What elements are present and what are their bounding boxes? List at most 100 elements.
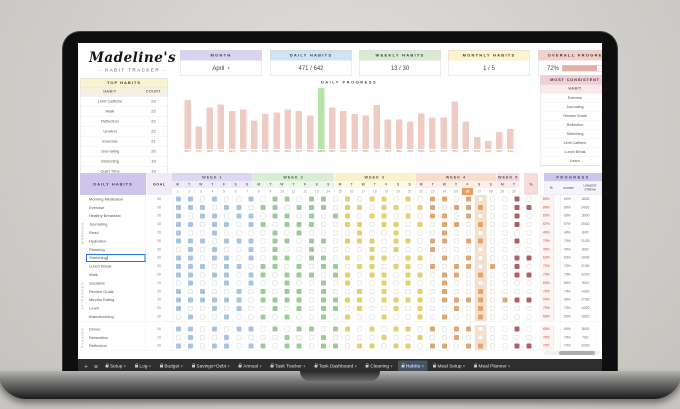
- habit-checkbox[interactable]: [430, 281, 435, 286]
- habit-day-cell[interactable]: [306, 262, 318, 270]
- habit-checkbox[interactable]: [466, 230, 471, 235]
- habit-checkbox[interactable]: [321, 343, 326, 348]
- habit-checkbox[interactable]: [369, 213, 374, 218]
- habit-day-cell[interactable]: [451, 237, 463, 245]
- habit-checkbox[interactable]: [418, 222, 423, 227]
- habit-day-cell[interactable]: [366, 237, 378, 245]
- habit-day-cell[interactable]: [390, 325, 402, 333]
- habit-checkbox[interactable]: [285, 343, 290, 348]
- habit-checkbox[interactable]: [357, 272, 362, 277]
- habit-day-cell[interactable]: [414, 279, 426, 287]
- habit-checkbox[interactable]: [527, 314, 532, 319]
- habit-checkbox[interactable]: [369, 247, 374, 252]
- habit-checkbox[interactable]: [406, 239, 411, 244]
- habit-day-cell[interactable]: [523, 325, 535, 333]
- habit-checkbox[interactable]: [200, 247, 205, 252]
- habit-checkbox[interactable]: [430, 314, 435, 319]
- habit-day-cell[interactable]: [390, 271, 402, 279]
- habit-day-cell[interactable]: [354, 296, 366, 304]
- habit-checkbox[interactable]: [527, 335, 532, 340]
- habit-day-cell[interactable]: [426, 325, 438, 333]
- habit-checkbox[interactable]: [200, 343, 205, 348]
- habit-day-cell[interactable]: [499, 304, 511, 312]
- habit-checkbox[interactable]: [345, 222, 350, 227]
- habit-checkbox[interactable]: [490, 335, 495, 340]
- habit-day-cell[interactable]: [451, 245, 463, 253]
- habit-day-cell[interactable]: [281, 220, 293, 228]
- habit-checkbox[interactable]: [333, 306, 338, 311]
- habit-checkbox[interactable]: [260, 239, 265, 244]
- habit-checkbox[interactable]: [297, 264, 302, 269]
- habit-day-cell[interactable]: [354, 203, 366, 211]
- habit-day-cell[interactable]: [511, 237, 523, 245]
- habit-day-cell[interactable]: [293, 271, 305, 279]
- habit-day-cell[interactable]: [173, 271, 185, 279]
- progress-pct-cell[interactable]: 70%: [560, 304, 575, 312]
- habit-checkbox[interactable]: [345, 281, 350, 286]
- habit-checkbox[interactable]: [381, 264, 386, 269]
- habit-day-cell[interactable]: [523, 229, 535, 237]
- habit-day-cell[interactable]: [523, 245, 535, 253]
- habit-day-cell[interactable]: [439, 342, 451, 350]
- habit-checkbox[interactable]: [381, 239, 386, 244]
- habit-day-cell[interactable]: [233, 245, 245, 253]
- habit-checkbox[interactable]: [248, 343, 253, 348]
- habit-checkbox[interactable]: [490, 197, 495, 202]
- habit-checkbox[interactable]: [236, 314, 241, 319]
- habit-day-cell[interactable]: [414, 304, 426, 312]
- habit-checkbox[interactable]: [248, 327, 253, 332]
- habit-checkbox[interactable]: [224, 213, 229, 218]
- habit-checkbox[interactable]: [466, 327, 471, 332]
- habit-checkbox[interactable]: [176, 335, 181, 340]
- habit-day-cell[interactable]: [414, 254, 426, 262]
- habit-day-cell[interactable]: [366, 342, 378, 350]
- habit-day-cell[interactable]: [197, 195, 209, 203]
- habit-checkbox[interactable]: [212, 213, 217, 218]
- habit-day-cell[interactable]: [511, 254, 523, 262]
- habit-day-cell[interactable]: [451, 220, 463, 228]
- habit-checkbox[interactable]: [406, 343, 411, 348]
- habit-checkbox[interactable]: [273, 327, 278, 332]
- habit-day-cell[interactable]: [342, 333, 354, 341]
- habit-day-cell[interactable]: [197, 237, 209, 245]
- habit-checkbox[interactable]: [333, 327, 338, 332]
- habit-day-cell[interactable]: [257, 203, 269, 211]
- habit-day-cell[interactable]: [451, 279, 463, 287]
- habit-day-cell[interactable]: [330, 212, 342, 220]
- habit-day-cell[interactable]: [475, 304, 487, 312]
- habit-day-cell[interactable]: [197, 325, 209, 333]
- progress-pct-cell[interactable]: 40%: [560, 229, 575, 237]
- habit-checkbox[interactable]: [369, 239, 374, 244]
- habit-checkbox[interactable]: [502, 205, 507, 210]
- habit-checkbox[interactable]: [418, 230, 423, 235]
- habit-day-cell[interactable]: [233, 333, 245, 341]
- habit-day-cell[interactable]: [269, 203, 281, 211]
- habit-day-cell[interactable]: [173, 296, 185, 304]
- habit-checkbox[interactable]: [212, 222, 217, 227]
- habit-day-cell[interactable]: [354, 279, 366, 287]
- habit-checkbox[interactable]: [212, 255, 217, 260]
- habit-day-cell[interactable]: [378, 287, 390, 295]
- habit-checkbox[interactable]: [321, 297, 326, 302]
- habit-checkbox[interactable]: [454, 230, 459, 235]
- habit-checkbox[interactable]: [260, 335, 265, 340]
- habit-checkbox[interactable]: [478, 264, 483, 269]
- habit-checkbox[interactable]: [333, 314, 338, 319]
- habit-day-cell[interactable]: [197, 229, 209, 237]
- habit-checkbox[interactable]: [357, 197, 362, 202]
- habit-checkbox[interactable]: [273, 230, 278, 235]
- habit-checkbox[interactable]: [309, 230, 314, 235]
- habit-day-cell[interactable]: [173, 325, 185, 333]
- habit-day-cell[interactable]: [293, 254, 305, 262]
- habit-checkbox[interactable]: [430, 255, 435, 260]
- habit-checkbox[interactable]: [309, 205, 314, 210]
- habit-day-cell[interactable]: [402, 220, 414, 228]
- habit-checkbox[interactable]: [357, 264, 362, 269]
- habit-day-cell[interactable]: [330, 279, 342, 287]
- habit-day-cell[interactable]: [306, 342, 318, 350]
- habit-day-cell[interactable]: [487, 245, 499, 253]
- habit-day-cell[interactable]: [306, 313, 318, 321]
- habit-day-cell[interactable]: [414, 212, 426, 220]
- habit-checkbox[interactable]: [502, 239, 507, 244]
- habit-day-cell[interactable]: [269, 237, 281, 245]
